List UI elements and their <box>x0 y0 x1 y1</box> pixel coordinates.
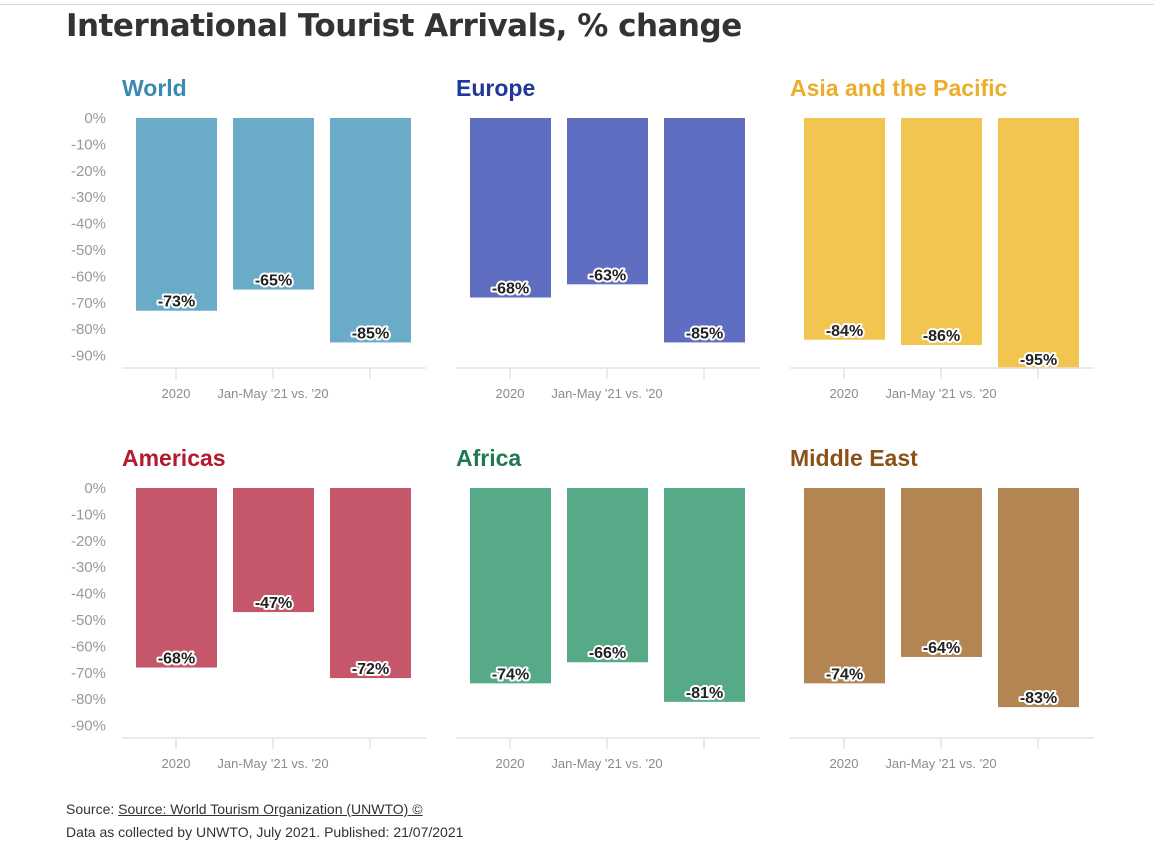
bar[interactable] <box>901 118 982 346</box>
bar[interactable] <box>136 118 217 311</box>
x-category-label: Jan-May '21 vs. '20 <box>885 386 996 401</box>
x-category-label: Jan-May '21 vs. '20 <box>551 756 662 771</box>
y-tick-label: -40% <box>71 586 106 603</box>
x-category-label: 2020 <box>830 386 859 401</box>
bar[interactable] <box>330 118 411 343</box>
bar-data-label: -85% <box>352 325 389 342</box>
bar[interactable] <box>664 488 745 702</box>
bar[interactable] <box>567 488 648 663</box>
x-category-label: Jan-May '21 vs. '20 <box>217 386 328 401</box>
bar-data-label: -74% <box>492 666 529 683</box>
chart-panel-4: Americas 0% -10% -20% -30% -40% -50% -60% -70% -8… <box>71 445 426 771</box>
source-line: Source: Source: World Tourism Organizati… <box>66 798 463 821</box>
bar-data-label: -95% <box>1020 352 1057 369</box>
bar-data-label: -83% <box>1020 690 1057 707</box>
panel-title: Europe <box>456 75 535 101</box>
bar-data-label: -81% <box>686 685 723 702</box>
bar[interactable] <box>567 118 648 285</box>
bar-data-label: -64% <box>923 640 960 657</box>
bar-data-label: -66% <box>589 645 626 662</box>
footer: Source: Source: World Tourism Organizati… <box>66 798 463 844</box>
x-category-label: 2020 <box>830 756 859 771</box>
publication-note: Data as collected by UNWTO, July 2021. P… <box>66 824 464 840</box>
y-tick-label: -90% <box>71 348 106 365</box>
y-tick-label: -80% <box>71 691 106 708</box>
y-tick-label: 0% <box>84 480 106 497</box>
bar[interactable] <box>233 118 314 290</box>
bar-data-label: -65% <box>255 273 292 290</box>
x-category-label: Jan-May '21 vs. '20 <box>885 756 996 771</box>
source-link[interactable]: Source: World Tourism Organization (UNWT… <box>118 801 423 817</box>
bar[interactable] <box>998 118 1079 369</box>
x-category-label: 2020 <box>496 386 525 401</box>
bar-data-label: -73% <box>158 294 195 311</box>
bar[interactable] <box>804 118 885 340</box>
y-tick-label: -70% <box>71 295 106 312</box>
y-tick-label: -70% <box>71 665 106 682</box>
bar[interactable] <box>233 488 314 613</box>
x-category-label: Jan-May '21 vs. '20 <box>217 756 328 771</box>
bar[interactable] <box>901 488 982 657</box>
y-tick-label: -80% <box>71 321 106 338</box>
chart-panel-2: Europe -68% -63% -85% 2020 Jan-May '21 vs. '2… <box>456 75 760 401</box>
x-category-label: 2020 <box>162 756 191 771</box>
bar[interactable] <box>804 488 885 684</box>
bar-data-label: -84% <box>826 323 863 340</box>
bar[interactable] <box>664 118 745 343</box>
x-category-label: Jan-May '21 vs. '20 <box>551 386 662 401</box>
y-tick-label: -60% <box>71 638 106 655</box>
panel-title: Africa <box>456 445 521 471</box>
source-prefix: Source: <box>66 801 119 817</box>
y-tick-label: -60% <box>71 268 106 285</box>
page-title: International Tourist Arrivals, % change <box>66 8 742 44</box>
chart-panel-3: Asia and the Pacific -84% -86% -95% 2020 Jan-… <box>790 75 1094 401</box>
bar-data-label: -68% <box>492 281 529 298</box>
bar-data-label: -72% <box>352 661 389 678</box>
bar-data-label: -68% <box>158 651 195 668</box>
y-tick-label: -30% <box>71 189 106 206</box>
bar[interactable] <box>470 118 551 298</box>
chart-panel-1: World 0% -10% -20% -30% -40% -50% -60% -70% -80% -… <box>71 75 426 401</box>
bar[interactable] <box>330 488 411 679</box>
y-tick-label: -50% <box>71 612 106 629</box>
bar[interactable] <box>998 488 1079 708</box>
y-tick-label: -40% <box>71 216 106 233</box>
bar-data-label: -47% <box>255 595 292 612</box>
panel-title: World <box>122 75 187 101</box>
bar[interactable] <box>470 488 551 684</box>
y-tick-label: 0% <box>84 110 106 127</box>
y-tick-label: -90% <box>71 718 106 735</box>
bar-data-label: -63% <box>589 267 626 284</box>
x-category-label: 2020 <box>162 386 191 401</box>
x-category-label: 2020 <box>496 756 525 771</box>
bar-data-label: -85% <box>686 325 723 342</box>
panel-title: Asia and the Pacific <box>790 75 1008 101</box>
bar[interactable] <box>136 488 217 668</box>
chart-panel-6: Middle East -74% -64% -83% 2020 Jan-May '21 v… <box>790 445 1094 771</box>
bar-data-label: -74% <box>826 666 863 683</box>
y-tick-label: -50% <box>71 242 106 259</box>
panel-title: Americas <box>122 445 226 471</box>
y-tick-label: -30% <box>71 559 106 576</box>
y-tick-label: -20% <box>71 163 106 180</box>
top-divider <box>0 4 1154 5</box>
panel-title: Middle East <box>790 445 918 471</box>
chart-panel-5: Africa -74% -66% -81% 2020 Jan-May '21 vs. '2… <box>456 445 760 771</box>
y-tick-label: -20% <box>71 533 106 550</box>
bar-data-label: -86% <box>923 328 960 345</box>
y-tick-label: -10% <box>71 136 106 153</box>
y-tick-label: -10% <box>71 506 106 523</box>
